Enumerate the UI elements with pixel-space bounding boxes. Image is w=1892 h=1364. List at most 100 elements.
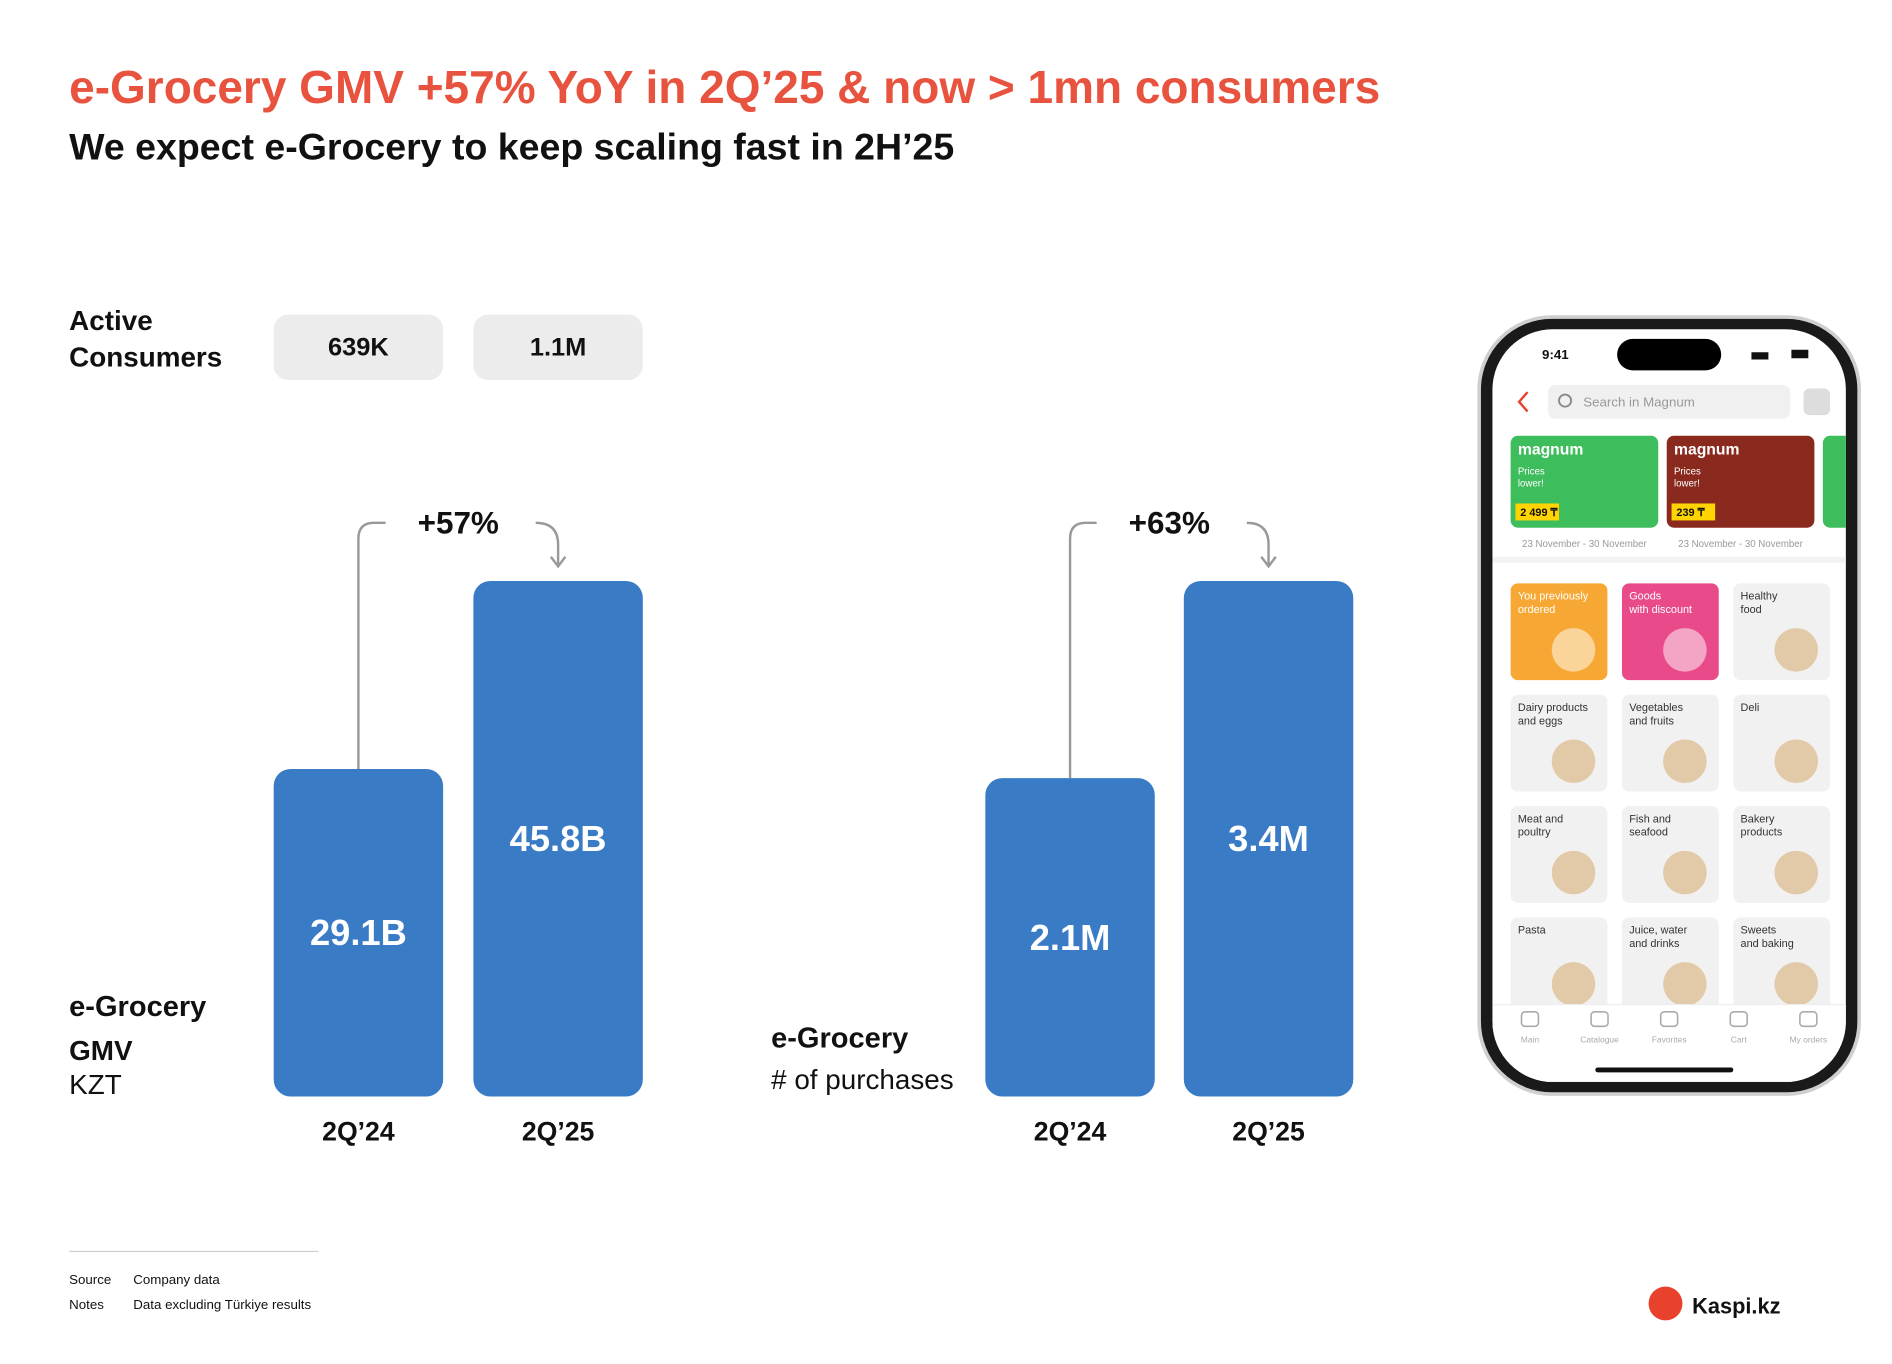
bar — [273, 768, 444, 1097]
tile-label: You previously — [1518, 591, 1589, 603]
logo-text: Kaspi.kz — [1692, 1293, 1780, 1318]
tile-image — [1774, 962, 1819, 1006]
tab-icon — [1590, 1011, 1609, 1028]
footer-label: Notes — [69, 1297, 104, 1312]
x-tick-label: 2Q’25 — [1232, 1117, 1305, 1147]
growth-label: +57% — [418, 505, 499, 540]
banner-text: lower! — [1518, 479, 1544, 490]
tile-label: and fruits — [1629, 715, 1674, 727]
tile-image — [1774, 628, 1819, 672]
tile-label: Deli — [1741, 702, 1760, 714]
tile-label: Sweets — [1741, 925, 1777, 937]
price-tag — [1671, 503, 1716, 521]
chart-subtitle: # of purchases — [771, 1064, 954, 1095]
tile-image — [1551, 628, 1596, 672]
logo-icon — [1648, 1286, 1683, 1321]
banner-price: 2 499 ₸ — [1520, 507, 1558, 519]
consumer-value: 1.1M — [530, 333, 586, 361]
close-button — [1803, 388, 1831, 416]
tile-image — [1774, 739, 1819, 784]
footer-text: Company data — [133, 1272, 220, 1287]
status-time: 9:41 — [1542, 347, 1569, 362]
tab-label: Catalogue — [1580, 1035, 1619, 1045]
tile-label: Bakery — [1741, 813, 1775, 825]
growth-arrow — [357, 521, 386, 769]
banner-text: Prices — [1674, 467, 1701, 478]
tile-label: Pasta — [1518, 925, 1547, 937]
tile-image — [1774, 850, 1819, 895]
tab-label: Main — [1521, 1035, 1540, 1045]
bar-value-label: 29.1B — [310, 912, 407, 953]
tile-image — [1551, 962, 1596, 1006]
banner-price: 239 ₸ — [1676, 507, 1705, 519]
bar-value-label: 3.4M — [1228, 818, 1309, 859]
search-icon — [1558, 393, 1573, 408]
tile-label: and drinks — [1629, 938, 1680, 950]
bar-value-label: 45.8B — [510, 818, 607, 859]
x-tick-label: 2Q’25 — [522, 1117, 595, 1147]
divider — [1492, 556, 1846, 563]
footer-text: Data excluding Türkiye results — [133, 1297, 311, 1312]
back-button — [1517, 391, 1529, 413]
chart-title: e-Grocery — [69, 991, 206, 1023]
status-icons — [1751, 349, 1809, 360]
chart-subtitle: KZT — [69, 1069, 122, 1100]
tab-icon — [1799, 1011, 1818, 1028]
price-tag — [1515, 503, 1560, 521]
bar-value-label: 2.1M — [1030, 917, 1111, 958]
bar — [1183, 580, 1354, 1097]
home-indicator — [1595, 1067, 1734, 1073]
growth-arrow — [535, 521, 567, 569]
growth-label: +63% — [1129, 505, 1210, 540]
dynamic-island — [1617, 338, 1722, 371]
title: e-Grocery GMV +57% YoY in 2Q’25 & now > … — [69, 61, 1380, 113]
tile-image — [1551, 739, 1596, 784]
consumer-pill — [273, 314, 444, 381]
tile-image — [1663, 628, 1707, 672]
growth-arrow — [1068, 521, 1097, 779]
tile-label: poultry — [1518, 827, 1551, 839]
tab-label: Cart — [1731, 1035, 1748, 1045]
bar — [473, 580, 643, 1097]
subtitle: We expect e-Grocery to keep scaling fast… — [69, 125, 954, 167]
tile-label: and eggs — [1518, 715, 1563, 727]
tile-label: products — [1741, 827, 1783, 839]
banner-dates: 23 November - 30 November — [1678, 539, 1803, 550]
tile-label: and baking — [1741, 938, 1794, 950]
row-label: Consumers — [69, 342, 222, 373]
tile-label: Vegetables — [1629, 702, 1683, 714]
tile-label: Meat and — [1518, 813, 1563, 825]
tile-image — [1551, 850, 1596, 895]
tile-label: Juice, water — [1629, 925, 1687, 937]
chart-title: e-Grocery — [771, 1022, 908, 1054]
consumer-pill — [473, 314, 643, 381]
consumer-value: 639K — [328, 333, 389, 361]
tile-label: Healthy — [1741, 591, 1778, 603]
banner-dates: 23 November - 30 November — [1522, 539, 1647, 550]
growth-arrow — [1246, 521, 1277, 569]
tile-label: food — [1741, 604, 1762, 616]
tile-label: Dairy products — [1518, 702, 1589, 714]
tab-icon — [1520, 1011, 1540, 1028]
tab-label: Favorites — [1652, 1035, 1687, 1045]
chart-subtitle: GMV — [69, 1035, 133, 1066]
search-bar — [1548, 384, 1791, 419]
x-tick-label: 2Q’24 — [1034, 1117, 1107, 1147]
x-tick-label: 2Q’24 — [322, 1117, 395, 1147]
tab-icon — [1659, 1011, 1679, 1028]
banner-text: Prices — [1518, 467, 1545, 478]
footer-label: Source — [69, 1272, 111, 1287]
tile-label: Goods — [1629, 591, 1662, 603]
tile-image — [1663, 739, 1707, 784]
tile-label: with discount — [1628, 604, 1692, 616]
tab-label: My orders — [1790, 1035, 1828, 1045]
search-placeholder: Search in Magnum — [1583, 394, 1695, 409]
banner — [1822, 435, 1846, 528]
banner-text: lower! — [1674, 479, 1700, 490]
bar — [985, 778, 1155, 1097]
tile-label: seafood — [1629, 827, 1668, 839]
banner-brand: magnum — [1518, 442, 1584, 459]
tile-image — [1663, 962, 1707, 1006]
